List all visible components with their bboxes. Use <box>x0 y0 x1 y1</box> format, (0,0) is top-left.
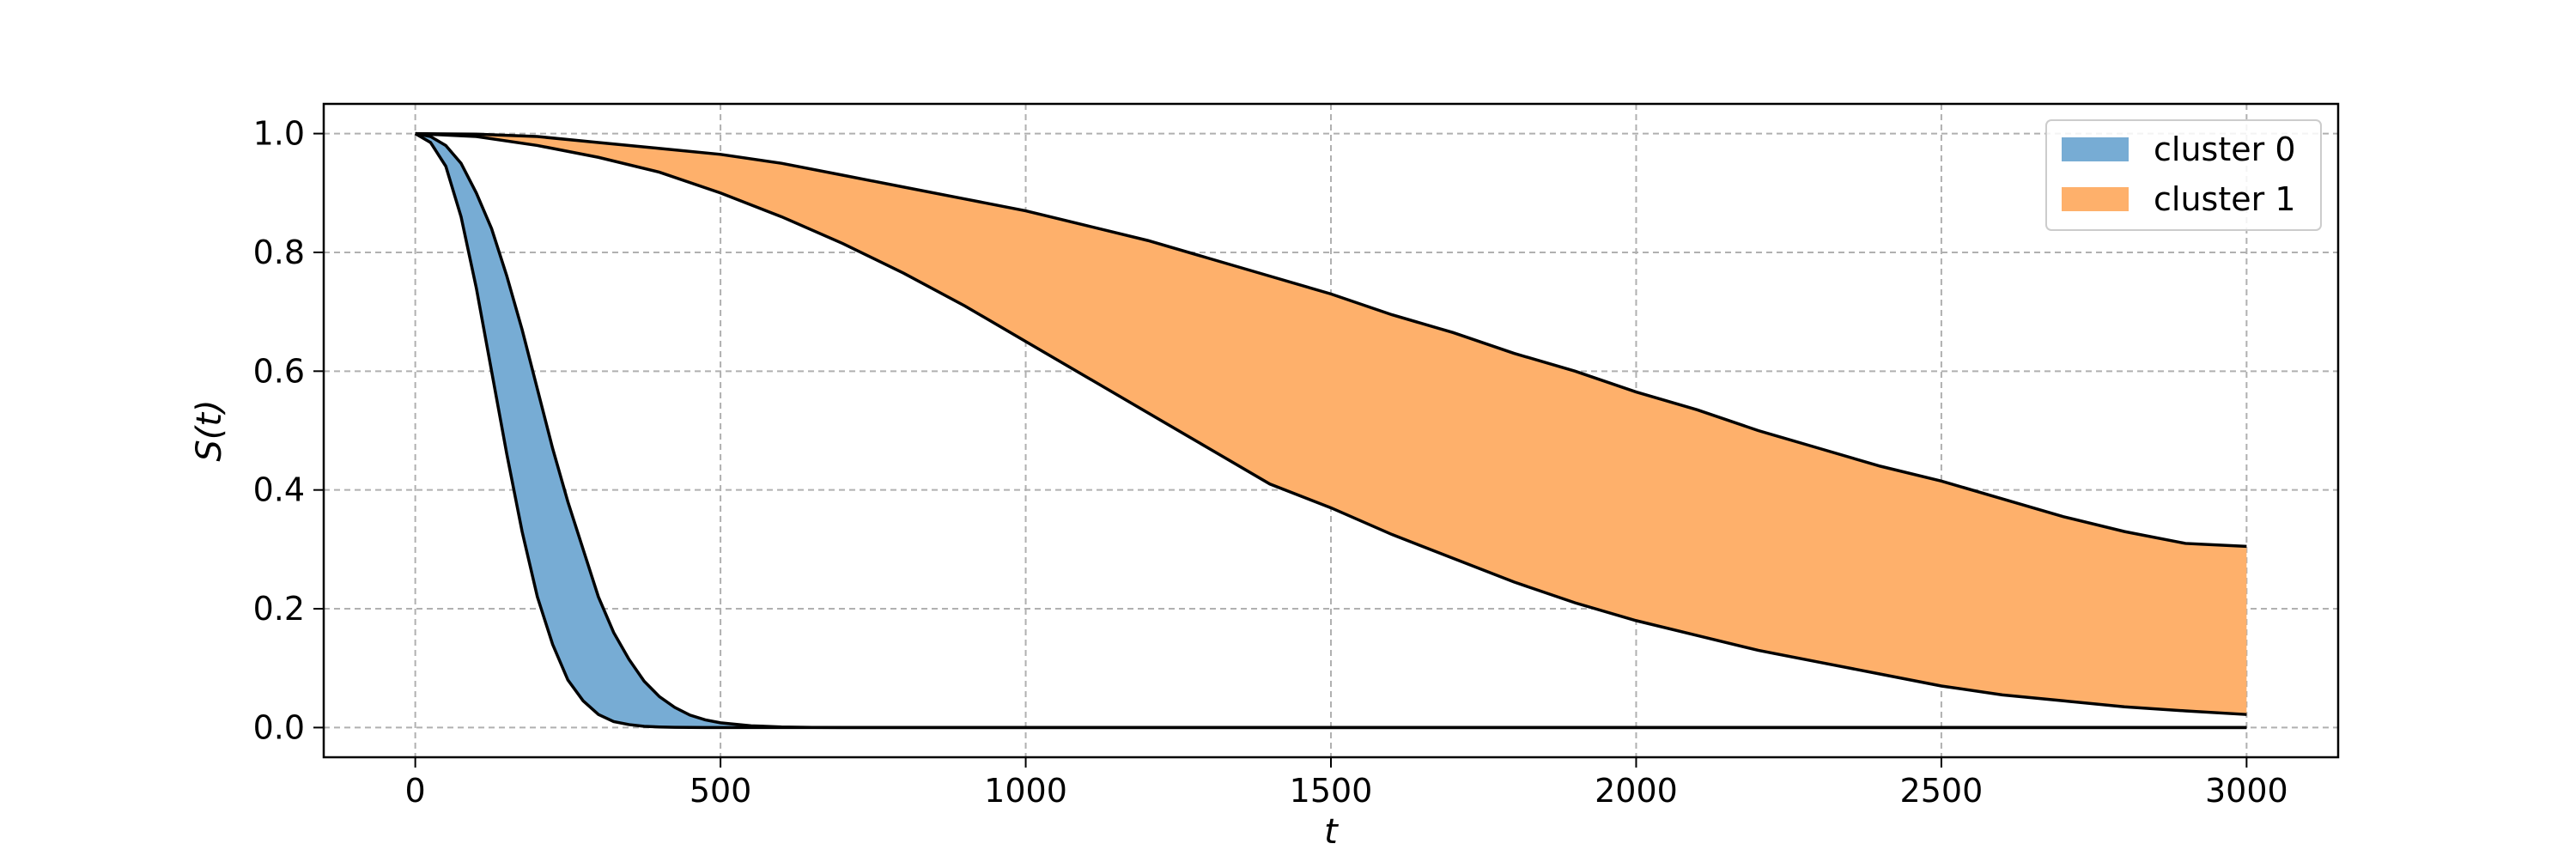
x-axis-label: t <box>1324 812 1339 852</box>
legend: cluster 0 cluster 1 <box>2045 119 2322 231</box>
bands <box>415 133 2247 728</box>
x-tick-label-1: 500 <box>690 772 752 810</box>
x-tick-label-4: 2000 <box>1595 772 1678 810</box>
y-tick-label-4: 0.8 <box>253 234 305 271</box>
legend-label-1: cluster 1 <box>2154 180 2296 218</box>
y-tick-label-3: 0.6 <box>253 352 305 390</box>
x-tick-label-0: 0 <box>405 772 426 810</box>
x-tick-label-3: 1500 <box>1290 772 1373 810</box>
legend-label-0: cluster 0 <box>2154 131 2296 168</box>
y-tick-label-0: 0.0 <box>253 708 305 746</box>
curves <box>414 131 2247 730</box>
band-series-1 <box>415 133 2247 715</box>
x-tick-label-5: 2500 <box>1900 772 1984 810</box>
y-tick-label-1: 0.2 <box>253 590 305 628</box>
lower-curve-series-1 <box>415 131 2247 716</box>
ticks: 0 500 1000 1500 2000 2500 3000 0.0 0.2 0.4 0.6 0.8 1… <box>253 115 2288 810</box>
band-series-0 <box>415 133 2247 728</box>
upper-curve-series-1 <box>415 131 2247 549</box>
y-axis-label: S(t) <box>190 399 229 461</box>
legend-swatch-0 <box>2062 137 2129 161</box>
x-tick-label-2: 1000 <box>984 772 1067 810</box>
lower-curve-series-0 <box>414 132 2247 730</box>
y-tick-label-5: 1.0 <box>253 115 305 153</box>
x-tick-label-6: 3000 <box>2205 772 2288 810</box>
y-tick-label-2: 0.4 <box>253 471 305 509</box>
legend-swatch-1 <box>2062 187 2129 211</box>
